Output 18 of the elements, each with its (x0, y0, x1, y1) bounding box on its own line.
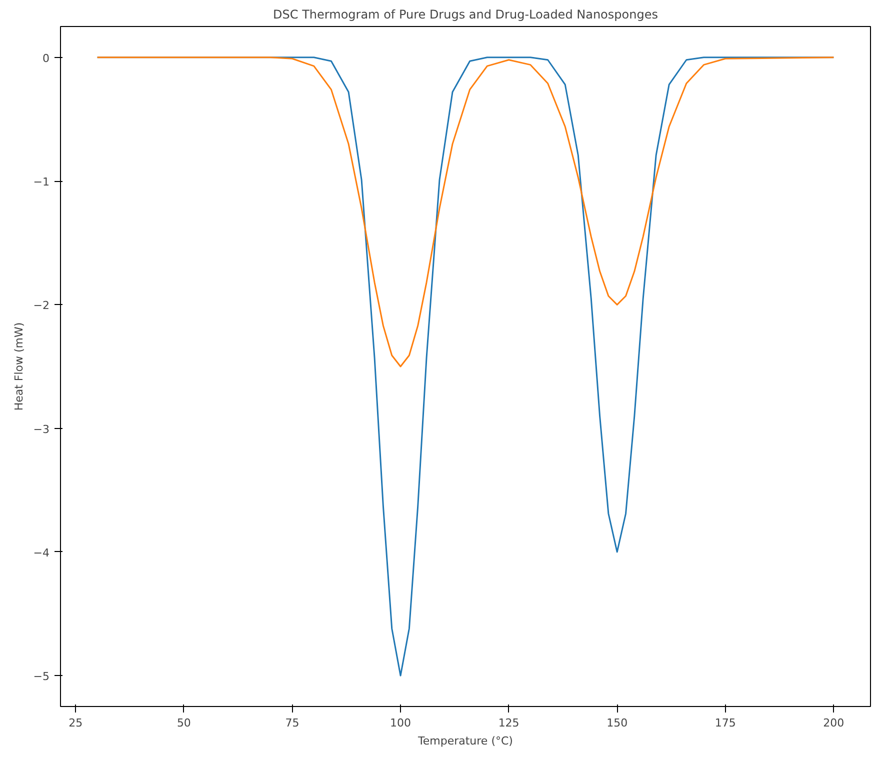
y-tick-label: −2 (33, 299, 50, 312)
y-tick-label: −5 (33, 670, 50, 684)
line-series (96, 56, 834, 368)
x-tick-label: 200 (823, 716, 844, 730)
x-tick-label: 75 (285, 716, 300, 730)
x-tick-label: 25 (68, 716, 83, 730)
x-tick-label: 125 (498, 716, 520, 730)
x-tick-label: 175 (714, 716, 736, 730)
y-axis-title: Heat Flow (mW) (12, 322, 26, 411)
y-tick-label: 0 (42, 52, 50, 65)
y-tick-label: −3 (33, 422, 50, 436)
chart-title: DSC Thermogram of Pure Drugs and Drug-Loaded Nanosponges (273, 8, 658, 22)
x-tick-label: 50 (176, 716, 191, 730)
x-axis-title: Temperature (°C) (417, 734, 513, 748)
x-tick-label: 100 (390, 716, 412, 730)
y-tick-label: −4 (33, 546, 50, 560)
x-tick-label: 150 (606, 716, 628, 730)
y-tick-label: −1 (33, 176, 50, 189)
